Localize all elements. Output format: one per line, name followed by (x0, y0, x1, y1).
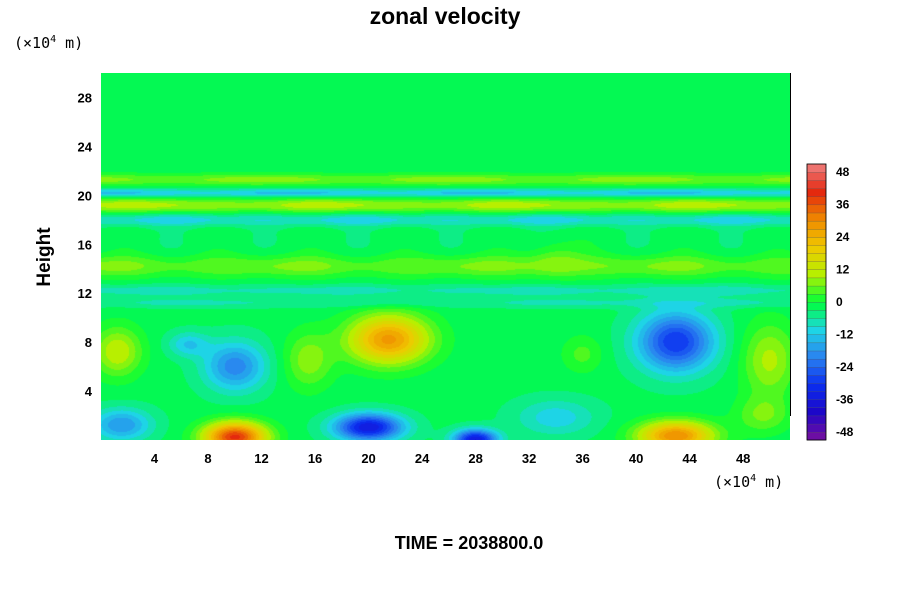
contour-field (101, 73, 790, 440)
x-tick-label: 12 (254, 451, 268, 466)
colorbar-tick-label: 0 (836, 295, 843, 309)
colorbar-segment (806, 326, 827, 335)
colorbar: 48 36 24 12 0 -12 -24 -36 -48 (806, 163, 854, 441)
colorbar-segment (806, 293, 827, 303)
y-axis-label: Height (34, 227, 55, 287)
x-tick-label: 16 (308, 451, 322, 466)
y-tick-label: 28 (78, 90, 92, 105)
colorbar-segment (806, 196, 827, 206)
colorbar-segment (806, 204, 827, 214)
colorbar-segment (806, 342, 827, 352)
time-label: TIME = 2038800.0 (395, 533, 544, 553)
y-tick-label: 12 (78, 286, 92, 301)
colorbar-tick-label: -36 (836, 392, 854, 406)
colorbar-tick-label: -48 (836, 425, 854, 439)
colorbar-segment (806, 358, 827, 368)
colorbar-segment (806, 245, 827, 254)
x-tick-labels: 4 8 12 16 20 24 28 32 36 40 44 48 (151, 451, 751, 466)
y-unit-label: (×104 m) (14, 34, 83, 52)
y-tick-labels: 4 8 12 16 20 24 28 (78, 90, 93, 399)
chart-title: zonal velocity (370, 3, 521, 29)
colorbar-segment (806, 350, 827, 360)
colorbar-segment (806, 431, 827, 441)
x-tick-label: 24 (415, 451, 430, 466)
colorbar-segment (806, 171, 827, 181)
colorbar-segment (806, 188, 827, 197)
colorbar-segment (806, 415, 827, 425)
x-tick-label: 36 (575, 451, 589, 466)
colorbar-segment (806, 391, 827, 400)
colorbar-segment (806, 334, 827, 344)
y-tick-label: 20 (78, 188, 92, 203)
x-tick-label: 4 (151, 451, 159, 466)
colorbar-tick-label: 48 (836, 165, 850, 179)
y-tick-label: 24 (78, 139, 93, 154)
x-unit-label: (×104 m) (714, 473, 783, 491)
colorbar-segment (806, 318, 827, 327)
y-tick-label: 4 (85, 384, 93, 399)
colorbar-segment (806, 285, 827, 295)
colorbar-segment (806, 277, 827, 287)
colorbar-segment (806, 261, 827, 270)
y-tick-label: 8 (85, 335, 92, 350)
colorbar-segment (806, 269, 827, 279)
colorbar-segment (806, 366, 827, 376)
colorbar-tick-label: 24 (836, 230, 850, 244)
colorbar-segment (806, 236, 827, 246)
colorbar-segment (806, 212, 827, 222)
colorbar-segment (806, 374, 827, 384)
colorbar-segment (806, 301, 827, 311)
colorbar-frame (806, 163, 827, 441)
colorbar-tick-label: 36 (836, 198, 850, 212)
colorbar-segment (806, 423, 827, 433)
x-tick-label: 28 (468, 451, 482, 466)
x-tick-label: 44 (682, 451, 697, 466)
colorbar-segment (806, 399, 827, 408)
colorbar-tick-label: -12 (836, 327, 854, 341)
x-tick-label: 48 (736, 451, 750, 466)
x-tick-label: 20 (361, 451, 375, 466)
x-tick-label: 32 (522, 451, 536, 466)
colorbar-tick-label: 12 (836, 263, 850, 277)
colorbar-tick-label: -24 (836, 360, 854, 374)
colorbar-segment (806, 253, 827, 262)
colorbar-segment (806, 163, 827, 173)
colorbar-segment (806, 180, 827, 189)
x-tick-label: 40 (629, 451, 643, 466)
y-tick-label: 16 (78, 237, 92, 252)
x-tick-label: 8 (204, 451, 211, 466)
colorbar-segment (806, 220, 827, 230)
colorbar-segment (806, 228, 827, 238)
colorbar-segment (806, 309, 827, 319)
colorbar-segment (806, 383, 827, 392)
colorbar-segment (806, 407, 827, 417)
